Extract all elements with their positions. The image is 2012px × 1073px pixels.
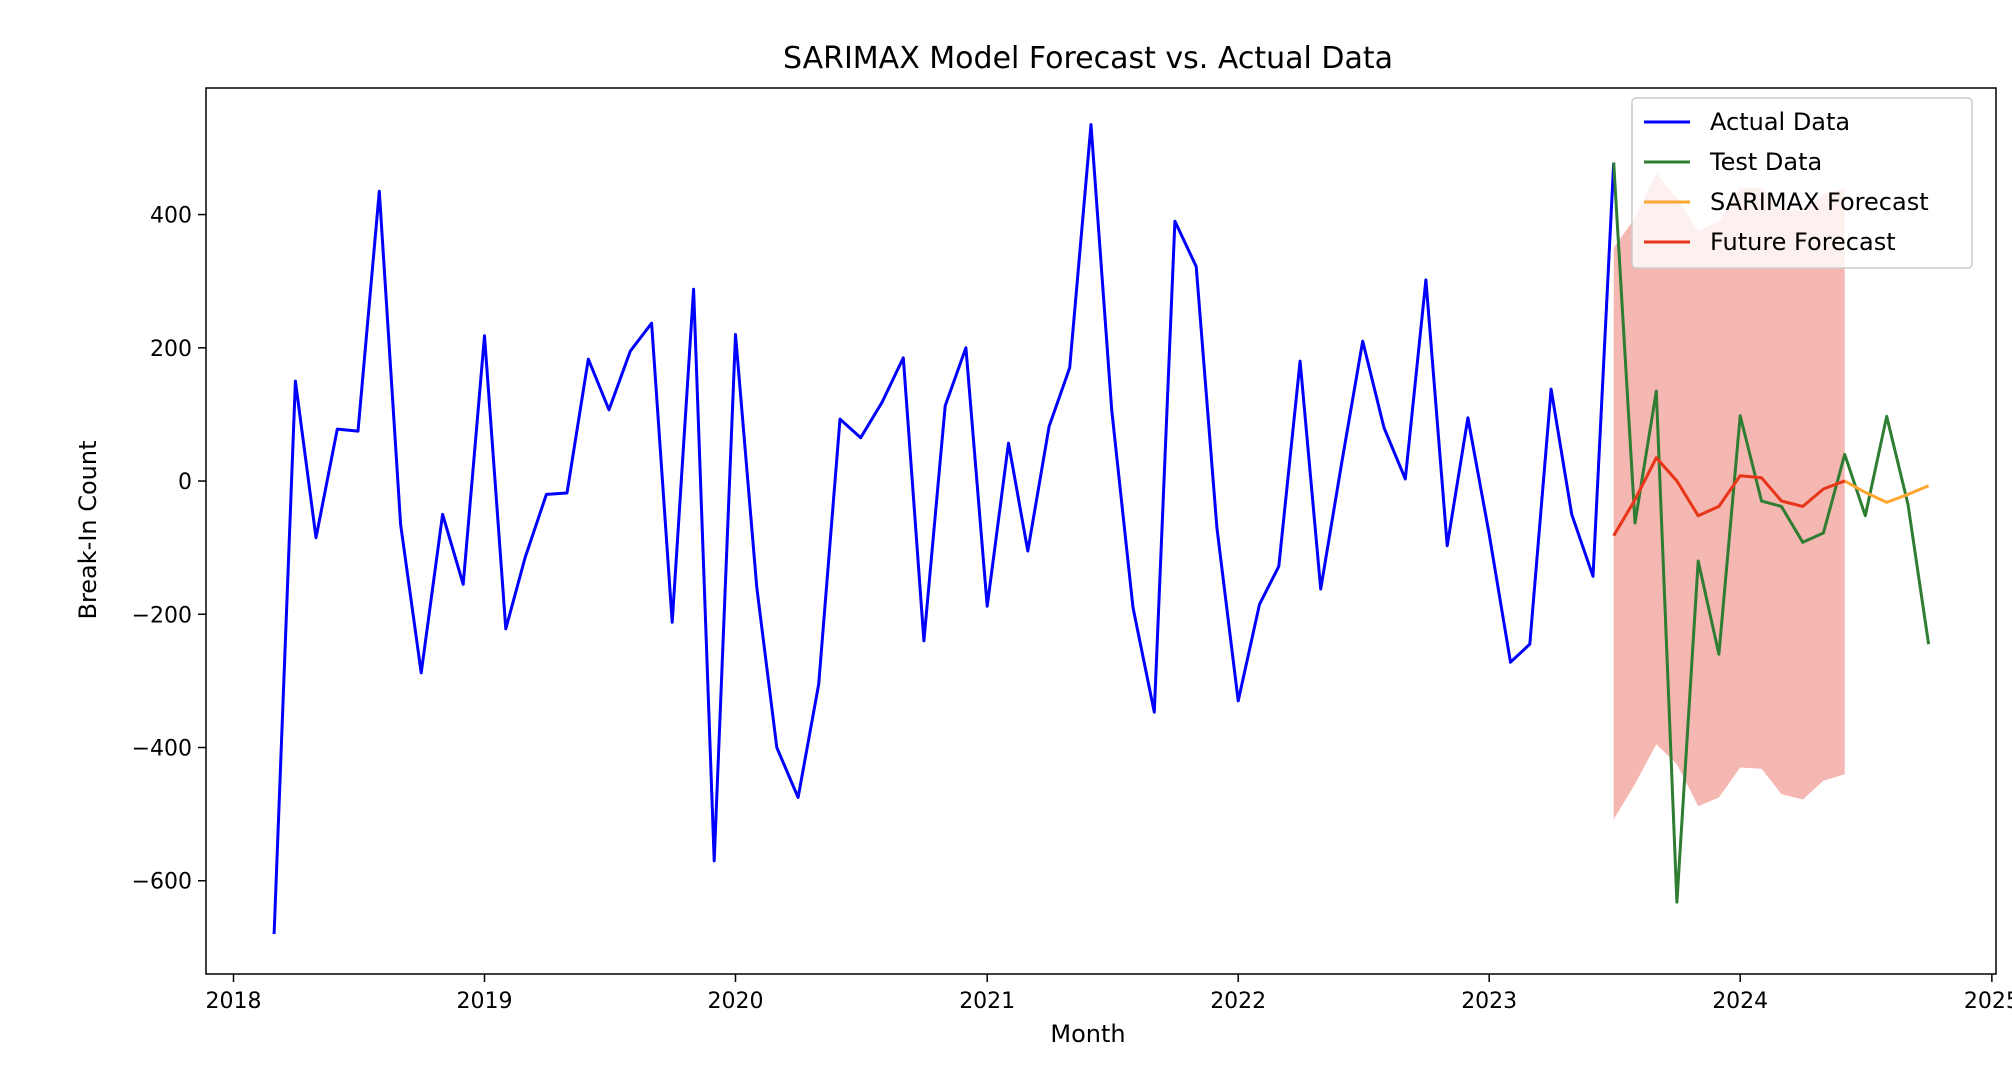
- y-tick-label: −200: [132, 603, 192, 628]
- y-tick-label: 200: [150, 337, 192, 362]
- y-tick-label: −400: [132, 737, 192, 762]
- x-tick-label: 2019: [457, 989, 513, 1014]
- legend-box: [1631, 97, 1973, 269]
- y-tick-label: 400: [150, 204, 192, 229]
- y-tick-label: −600: [132, 870, 192, 895]
- legend-label: Future Forecast: [1710, 228, 1896, 256]
- confidence-band: [1613, 173, 1845, 820]
- x-tick-label: 2018: [206, 989, 262, 1014]
- chart-title: SARIMAX Model Forecast vs. Actual Data: [783, 41, 1393, 76]
- plot-frame: [205, 87, 1997, 975]
- series-line-3: [1612, 456, 1846, 537]
- x-tick-label: 2025: [1964, 989, 2012, 1014]
- x-axis-label: Month: [1050, 1020, 1125, 1048]
- x-tick-label: 2021: [959, 989, 1015, 1014]
- y-axis-label: Break-In Count: [74, 440, 102, 619]
- x-tick-label: 2024: [1712, 989, 1768, 1014]
- x-tick-label: 2020: [708, 989, 764, 1014]
- series-line-0: [272, 123, 1616, 935]
- legend-label: Test Data: [1709, 148, 1822, 176]
- series-line-1: [1612, 162, 1931, 904]
- x-tick-label: 2023: [1461, 989, 1517, 1014]
- y-tick-label: 0: [178, 470, 192, 495]
- legend-label: Actual Data: [1710, 108, 1850, 136]
- x-tick-label: 2022: [1210, 989, 1266, 1014]
- legend-label: SARIMAX Forecast: [1710, 188, 1929, 216]
